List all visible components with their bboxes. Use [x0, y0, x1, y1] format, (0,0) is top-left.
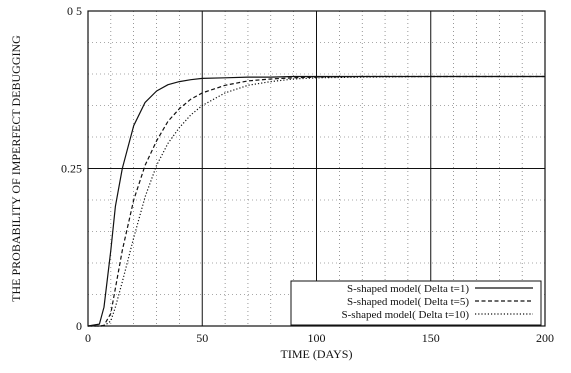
- tick-labels: 0 50 100 150 200 0 0.25 0 5: [61, 4, 554, 345]
- legend: S-shaped model( Delta t=1)S-shaped model…: [290, 280, 542, 326]
- y-tick-label: 0.25: [61, 162, 82, 176]
- legend-label: S-shaped model( Delta t=5): [347, 296, 469, 308]
- x-tick-label: 200: [536, 331, 554, 345]
- x-tick-label: 100: [308, 331, 326, 345]
- y-axis-label: THE PROBABILITY OF IMPERFECT DEBUGGING: [9, 35, 23, 302]
- x-tick-label: 0: [85, 331, 91, 345]
- series-line: [88, 75, 545, 327]
- series-line: [88, 75, 545, 327]
- series-line: [87, 75, 545, 327]
- x-tick-label: 50: [196, 331, 208, 345]
- legend-label: S-shaped model( Delta t=1): [347, 283, 469, 295]
- x-tick-label: 150: [422, 331, 440, 345]
- series-layer: [87, 75, 545, 327]
- plot-frame: [87, 10, 546, 327]
- y-tick-label: 0 5: [67, 4, 82, 18]
- y-tick-label: 0: [76, 319, 82, 333]
- major-grid: [88, 11, 545, 326]
- x-axis-label: TIME (DAYS): [281, 347, 353, 361]
- legend-label: S-shaped model( Delta t=10): [342, 309, 470, 321]
